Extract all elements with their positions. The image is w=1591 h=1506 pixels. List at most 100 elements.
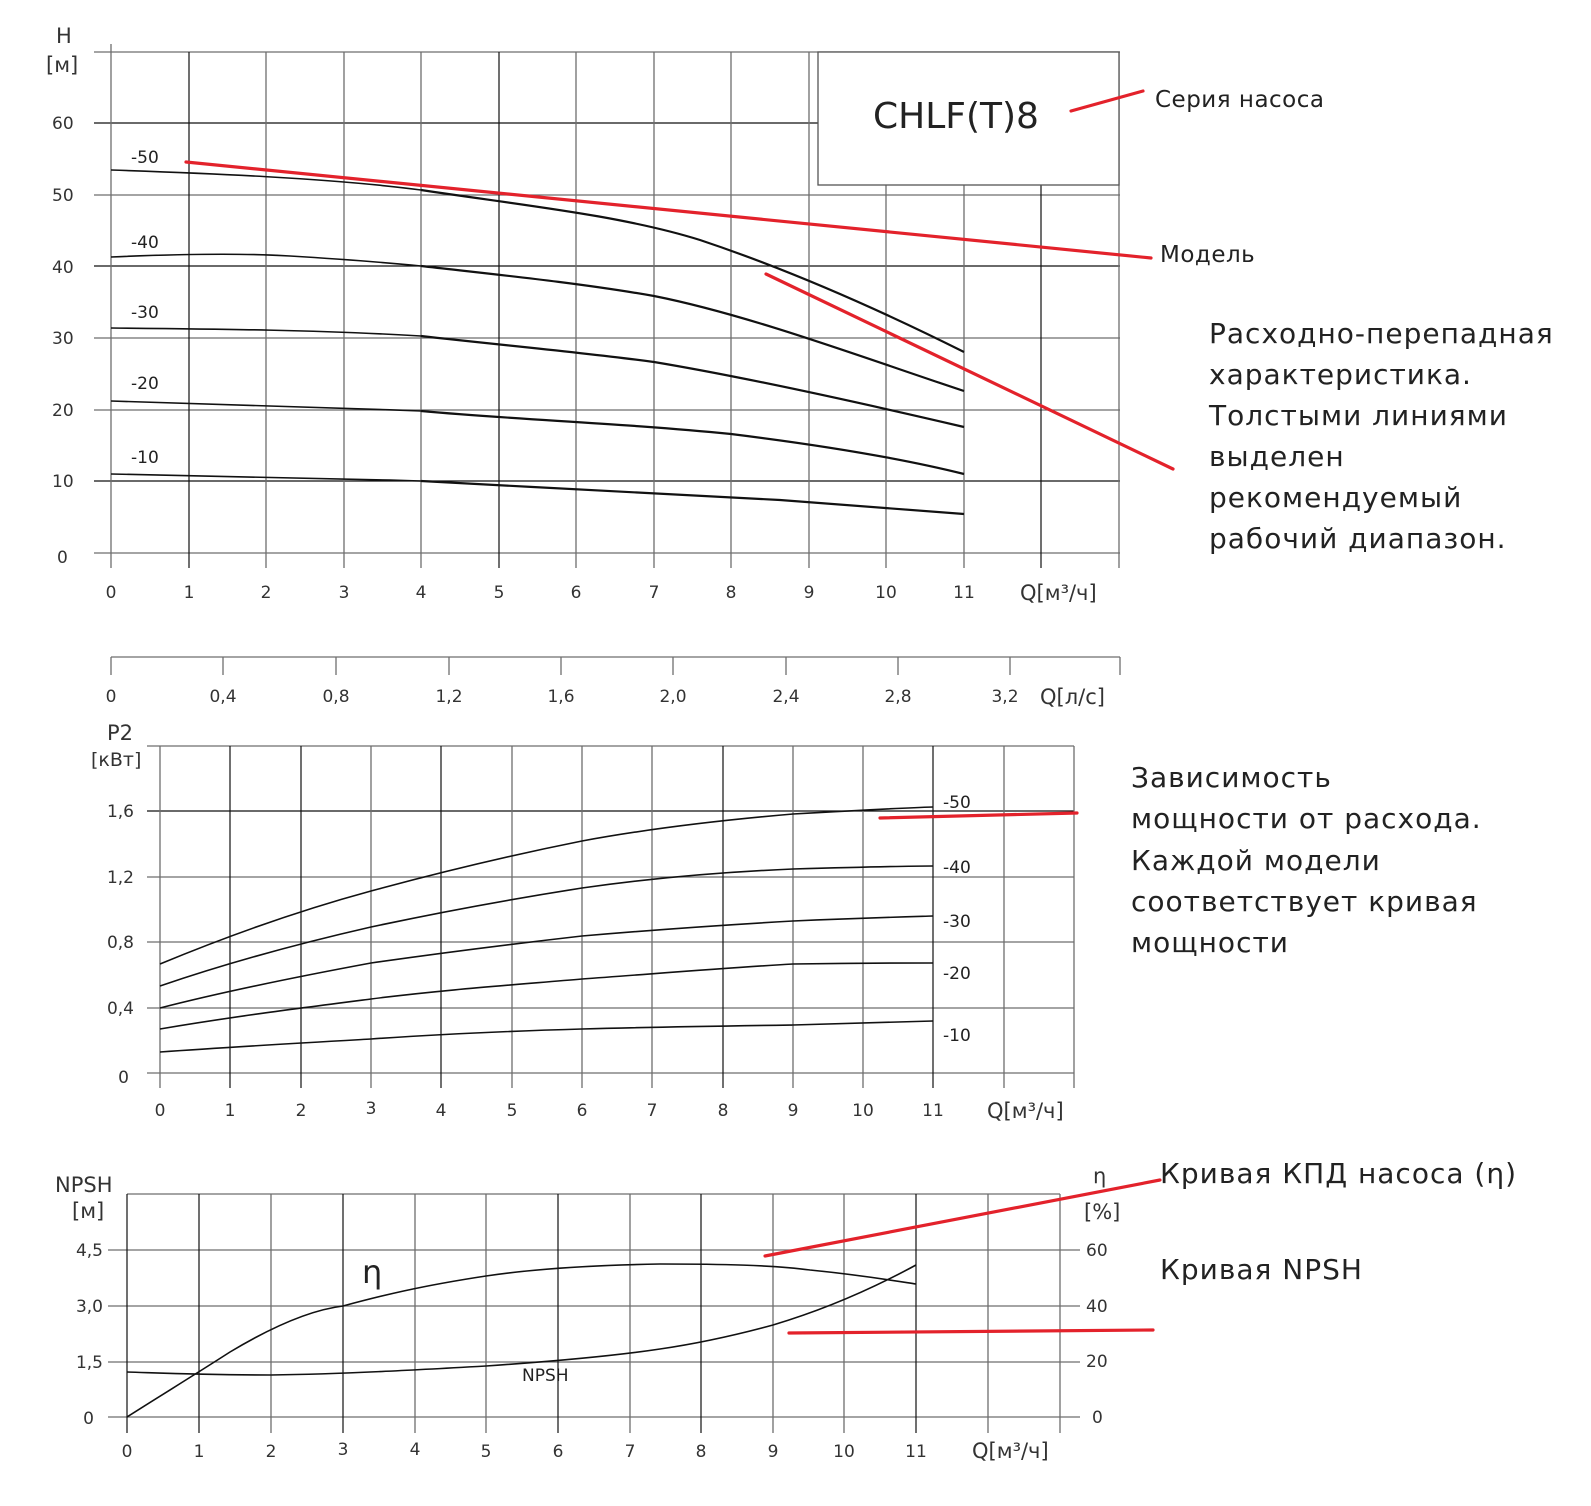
x-tick: 2 <box>296 1101 307 1121</box>
y-tick: 3,0 <box>76 1297 103 1317</box>
y-tick: 60 <box>52 114 74 134</box>
curve-label: -20 <box>131 374 159 394</box>
q-ls-axis-title: Q[л/с] <box>1040 685 1105 709</box>
qh-grid <box>94 44 1120 568</box>
x-tick: 9 <box>768 1442 779 1462</box>
p2-curve-20 <box>159 962 934 1030</box>
y-tick: 0 <box>118 1068 129 1088</box>
p2-curve-50 <box>159 806 934 965</box>
power-note-line: Зависимость <box>1131 761 1332 794</box>
x-tick: 6 <box>553 1442 564 1462</box>
x-tick: 7 <box>625 1442 636 1462</box>
eta-y-ticks: 60 40 20 0 <box>1086 1241 1108 1428</box>
ls-tick: 2,8 <box>884 687 911 707</box>
npsh-y-ticks: 4,5 3,0 1,5 0 <box>76 1241 103 1429</box>
power-note: Зависимость мощности от расхода. Каждой … <box>1131 761 1482 959</box>
x-tick: 0 <box>122 1442 133 1462</box>
p2-curve-labels: -50 -40 -30 -20 -10 <box>943 793 971 1046</box>
x-tick: 10 <box>852 1101 874 1121</box>
q-ls-axis: 0 0,4 0,8 1,2 1,6 2,0 2,4 2,8 3,2 Q[л/с] <box>106 656 1121 709</box>
npsh-axis-title: NPSH <box>55 1173 113 1197</box>
series-box <box>817 51 1120 186</box>
x-tick: 2 <box>261 583 272 603</box>
y-tick: 20 <box>52 401 74 421</box>
x-tick: 6 <box>577 1101 588 1121</box>
power-note-line: мощности <box>1131 926 1289 959</box>
x-tick: 3 <box>366 1099 377 1119</box>
y-tick: 30 <box>52 329 74 349</box>
model-pointer <box>184 160 1153 260</box>
npsh-pointer <box>787 1328 1155 1335</box>
p2-q-axis-title: Q[м³/ч] <box>987 1099 1064 1123</box>
curve-label: -50 <box>943 793 971 813</box>
x-tick: 9 <box>788 1101 799 1121</box>
ls-tick: 1,2 <box>435 687 462 707</box>
y-tick: 50 <box>52 186 74 206</box>
qh-range-pointer <box>764 272 1175 471</box>
curve-label: -50 <box>131 148 159 168</box>
npsh-q-axis-title: Q[м³/ч] <box>972 1439 1049 1463</box>
qh-curve-50 <box>110 169 422 191</box>
p2-axis-unit: [кВт] <box>91 749 141 771</box>
x-tick: 3 <box>338 1440 349 1460</box>
x-tick: 5 <box>494 583 505 603</box>
qh-note-line: Расходно-перепадная <box>1209 317 1554 350</box>
eta-curve-label: η <box>362 1253 382 1291</box>
npsh-x-ticks: 0 1 2 3 4 5 6 7 8 9 10 11 <box>122 1440 927 1462</box>
x-tick: 10 <box>875 583 897 603</box>
npsh-axis-unit: [м] <box>72 1199 104 1223</box>
y-tick: 4,5 <box>76 1241 103 1261</box>
qh-note-line: Толстыми линиями <box>1208 399 1508 432</box>
x-tick: 1 <box>225 1101 236 1121</box>
curve-label: -40 <box>943 858 971 878</box>
x-tick: 9 <box>804 583 815 603</box>
y-tick: 0 <box>83 1409 94 1429</box>
x-tick: 7 <box>649 583 660 603</box>
ls-tick: 2,0 <box>659 687 686 707</box>
x-tick: 8 <box>718 1101 729 1121</box>
y-tick: 0 <box>57 548 68 568</box>
x-tick: 0 <box>106 583 117 603</box>
curve-label: -30 <box>943 912 971 932</box>
eff-pointer <box>763 1178 1162 1258</box>
x-tick: 5 <box>481 1442 492 1462</box>
p2-x-ticks: 0 1 2 3 4 5 6 7 8 9 10 11 <box>155 1099 944 1121</box>
ls-tick: 2,4 <box>772 687 799 707</box>
power-note-line: мощности от расхода. <box>1131 802 1482 835</box>
qh-chart: CHLF(T)8 H [м] 60 50 40 30 20 10 0 0 1 2… <box>46 24 1120 605</box>
h-axis-unit: [м] <box>46 53 78 77</box>
curve-label: -10 <box>943 1026 971 1046</box>
x-tick: 8 <box>726 583 737 603</box>
annotation-pointers <box>184 89 1175 1335</box>
p2-axis-title: P2 <box>107 721 133 745</box>
curve-label: -10 <box>131 448 159 468</box>
h-axis-title: H <box>56 24 72 48</box>
x-tick: 10 <box>833 1442 855 1462</box>
y-tick-right: 20 <box>1086 1352 1108 1372</box>
eta-axis-title: η <box>1093 1164 1106 1188</box>
y-tick: 1,2 <box>107 868 134 888</box>
p2-y-ticks: 1,6 1,2 0,8 0,4 0 <box>107 802 134 1088</box>
power-note-line: Каждой модели <box>1131 844 1381 877</box>
y-tick: 40 <box>52 258 74 278</box>
series-pointer <box>1069 89 1145 113</box>
y-tick: 0,8 <box>107 933 134 953</box>
p2-grid <box>147 745 1075 1088</box>
qh-note-line: рекомендуемый <box>1209 481 1462 514</box>
p2-chart: P2 [кВт] 1,6 1,2 0,8 0,4 0 0 1 2 3 4 5 6… <box>91 721 1075 1123</box>
qh-curve-40 <box>110 253 422 267</box>
qh-curve-labels: -50 -40 -30 -20 -10 <box>131 148 159 468</box>
npsh-curve-label: NPSH <box>522 1366 569 1386</box>
x-tick: 4 <box>410 1440 421 1460</box>
qh-x-ticks: 0 1 2 3 4 5 6 7 8 9 10 11 <box>106 583 975 603</box>
ls-tick: 1,6 <box>547 687 574 707</box>
series-title: CHLF(T)8 <box>873 96 1039 137</box>
eff-annotation: Кривая КПД насоса (η) <box>1160 1157 1517 1190</box>
y-tick-right: 40 <box>1086 1297 1108 1317</box>
curve-label: -20 <box>943 964 971 984</box>
series-annotation: Серия насоса <box>1155 87 1325 113</box>
y-tick-right: 60 <box>1086 1241 1108 1261</box>
eta-axis-unit: [%] <box>1084 1200 1120 1224</box>
qh-note-line: выделен <box>1209 440 1345 473</box>
